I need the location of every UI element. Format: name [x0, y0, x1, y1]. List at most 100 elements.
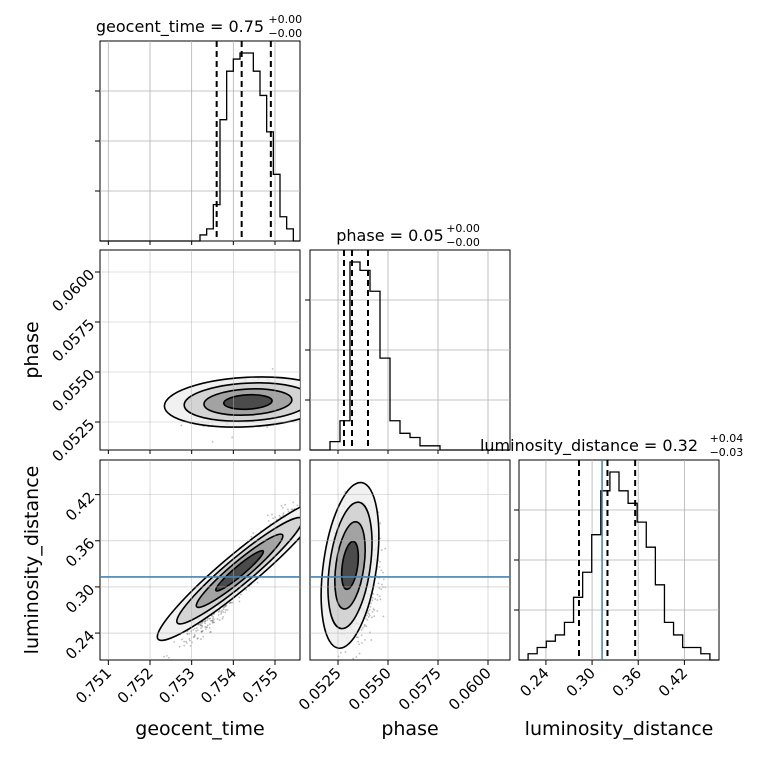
contour-1: [176, 516, 300, 625]
sample-point: [231, 436, 234, 439]
sample-point: [199, 624, 202, 627]
sample-point: [287, 510, 290, 513]
sample-point: [181, 638, 183, 641]
x-tick-label-luminosity_distance: 0.24: [516, 664, 552, 700]
sample-point: [376, 610, 379, 612]
sample-point: [186, 633, 189, 635]
sample-point: [365, 617, 367, 620]
sample-point: [213, 621, 216, 624]
sample-point: [291, 508, 294, 511]
sample-point: [196, 637, 199, 640]
sample-point: [208, 623, 211, 626]
sample-point: [209, 617, 211, 620]
sample-point: [366, 614, 368, 617]
sample-point: [206, 619, 209, 621]
sample-point: [278, 514, 281, 517]
sample-point: [373, 615, 376, 618]
sample-point: [238, 596, 241, 599]
sample-point: [206, 626, 209, 629]
sample-point: [281, 506, 284, 509]
sample-point: [212, 617, 214, 620]
sample-point: [250, 535, 253, 538]
sample-point: [372, 592, 375, 595]
x-tick-label-geocent_time: 0.751: [72, 664, 115, 707]
sample-point: [194, 634, 196, 637]
sample-point: [358, 643, 360, 646]
sample-point: [266, 426, 269, 429]
sample-point: [358, 652, 361, 655]
sample-point: [208, 626, 211, 629]
hist-step-phase: [310, 261, 510, 451]
sample-point: [205, 626, 208, 629]
sample-point: [376, 599, 379, 601]
sample-point: [167, 656, 170, 659]
sample-point: [183, 640, 186, 643]
sample-point: [364, 639, 366, 641]
panel-content: [310, 460, 510, 660]
sample-point: [183, 644, 186, 647]
sample-point: [382, 615, 385, 618]
sample-point: [163, 655, 165, 658]
panels-layer: [95, 40, 720, 661]
sample-point: [199, 624, 202, 627]
sample-point: [363, 623, 366, 626]
sample-point: [371, 616, 373, 619]
sample-point: [282, 514, 285, 516]
hist-panel-luminosity_distance: [514, 459, 720, 661]
sample-point: [211, 619, 214, 622]
sample-point: [380, 549, 383, 552]
contour-3: [222, 393, 273, 411]
sample-point: [360, 628, 363, 631]
sample-point: [367, 616, 370, 618]
sample-point: [210, 614, 213, 617]
title-upper-geocent_time: +0.00: [268, 13, 302, 26]
x-tick-label-geocent_time: 0.752: [114, 664, 157, 707]
sample-point: [366, 619, 369, 621]
x-tick-label-geocent_time: 0.753: [155, 664, 198, 707]
contour-0: [156, 500, 300, 642]
sample-point: [217, 610, 220, 613]
sample-point: [266, 514, 269, 517]
sample-point: [352, 657, 355, 660]
panel-frame: [99, 249, 301, 451]
sample-point: [203, 620, 206, 623]
x-tick-label-luminosity_distance: 0.30: [563, 664, 599, 700]
hist-panel-phase: [305, 249, 511, 451]
sample-point: [366, 612, 369, 614]
sample-point: [306, 495, 308, 497]
sample-point: [373, 609, 376, 611]
sample-point: [196, 629, 199, 632]
scatter-panel-geocent_time-phase: [99, 249, 301, 451]
sample-point: [380, 569, 383, 572]
sample-point: [222, 606, 225, 609]
sample-point: [165, 654, 168, 657]
sample-point: [200, 627, 202, 630]
sample-point: [216, 618, 219, 621]
scatter-panel-phase-luminosity_distance: [309, 459, 511, 661]
sample-point: [380, 588, 383, 591]
sample-point: [210, 620, 213, 622]
sample-point: [378, 587, 381, 589]
sample-point: [379, 560, 381, 563]
sample-point: [369, 605, 372, 608]
sample-point: [201, 630, 203, 633]
sample-point: [185, 642, 188, 644]
sample-point: [197, 623, 200, 626]
sample-point: [224, 605, 227, 608]
y-tick-label-phase: 0.0525: [49, 416, 99, 466]
sample-point: [357, 636, 360, 639]
y-tick-label-phase: 0.0600: [49, 266, 99, 316]
sample-point: [188, 638, 191, 640]
sample-point: [238, 600, 241, 603]
sample-point: [384, 547, 387, 550]
sample-point: [252, 532, 255, 534]
title-luminosity_distance: luminosity_distance = 0.32: [480, 436, 698, 456]
x-tick-label-phase: 0.0575: [395, 664, 445, 714]
title-upper-phase: +0.00: [446, 222, 480, 235]
y-axis-label-phase: phase: [21, 321, 43, 378]
sample-point: [360, 634, 363, 637]
sample-point: [371, 596, 374, 599]
sample-point: [204, 619, 207, 622]
title-lower-phase: −0.00: [446, 236, 480, 249]
